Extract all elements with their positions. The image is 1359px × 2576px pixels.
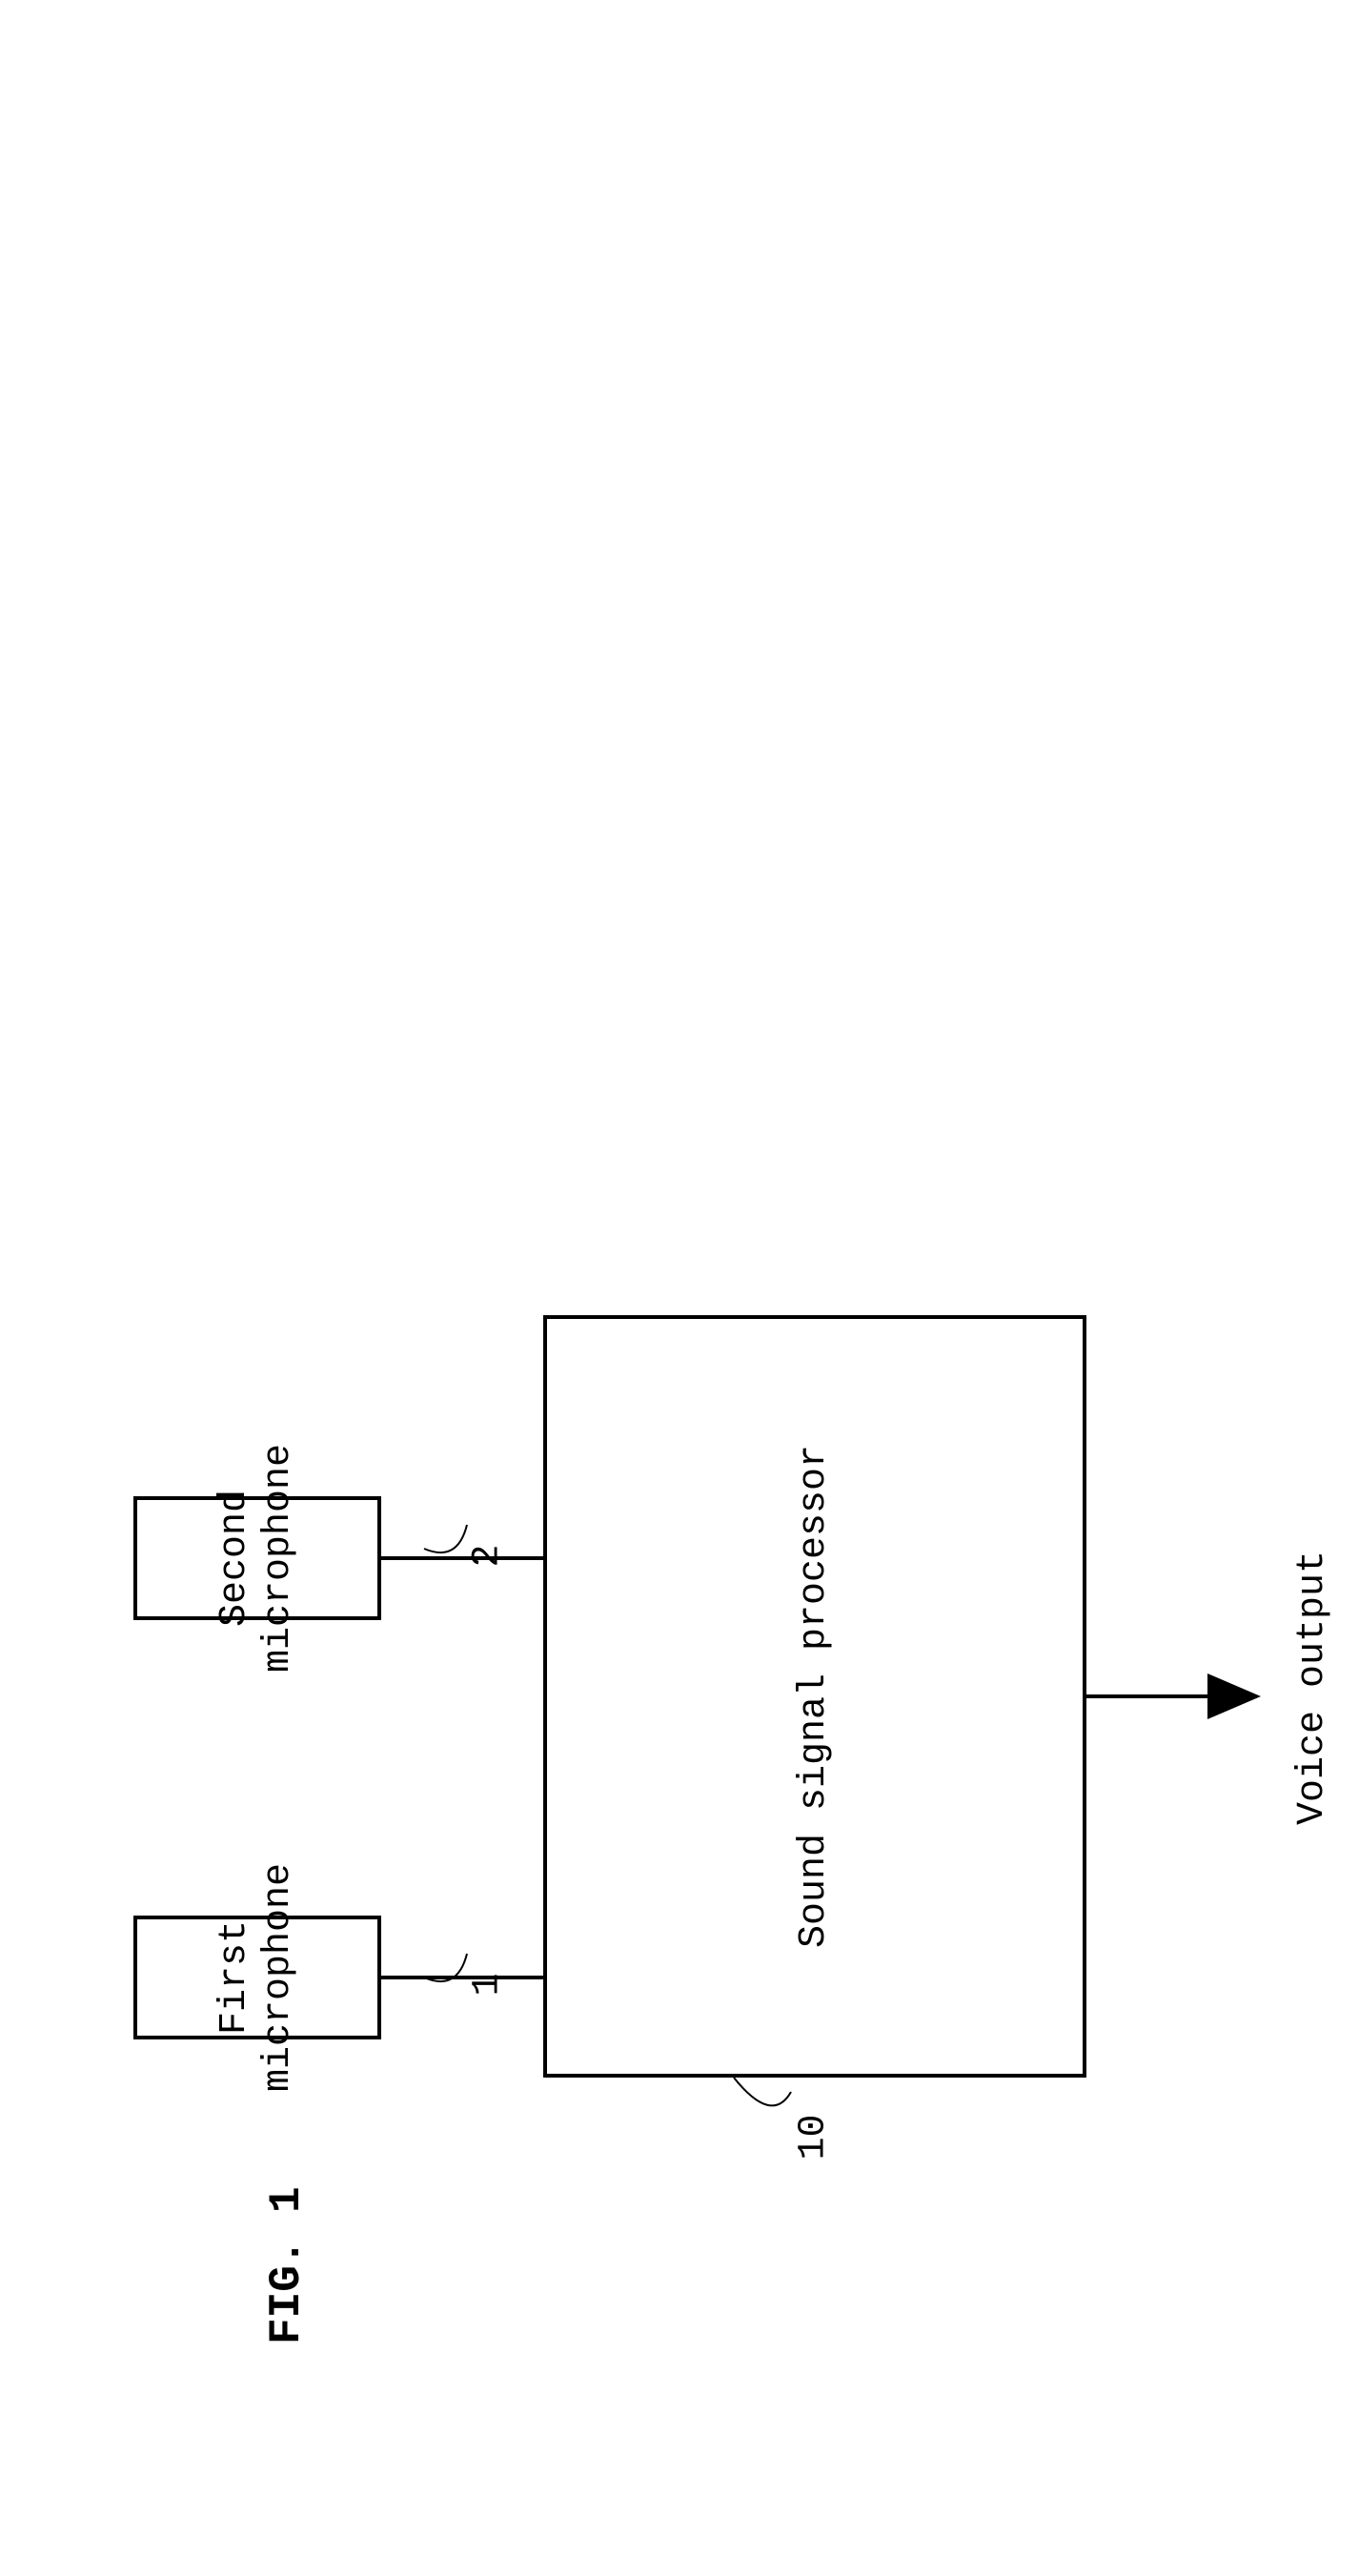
second-microphone-block: Secondmicrophone xyxy=(133,1496,381,1620)
diagram-wires xyxy=(0,0,1359,2576)
ref-leader-mic1 xyxy=(424,1954,467,1981)
first-microphone-label: Firstmicrophone xyxy=(213,1863,301,2092)
sound-signal-processor-block: Sound signal processor xyxy=(543,1315,1086,2078)
first-microphone-ref: 1 xyxy=(467,1973,510,1996)
second-microphone-label: Secondmicrophone xyxy=(213,1444,301,1673)
ref-leader-proc xyxy=(734,2078,791,2105)
ref-leader-mic2 xyxy=(424,1525,467,1552)
second-microphone-ref: 2 xyxy=(467,1544,510,1567)
voice-output-label: Voice output xyxy=(1291,1551,1334,1825)
figure-title: FIG. 1 xyxy=(262,2186,312,2344)
sound-signal-processor-ref: 10 xyxy=(793,2114,836,2160)
first-microphone-block: Firstmicrophone xyxy=(133,1916,381,2039)
sound-signal-processor-label: Sound signal processor xyxy=(793,1445,837,1948)
